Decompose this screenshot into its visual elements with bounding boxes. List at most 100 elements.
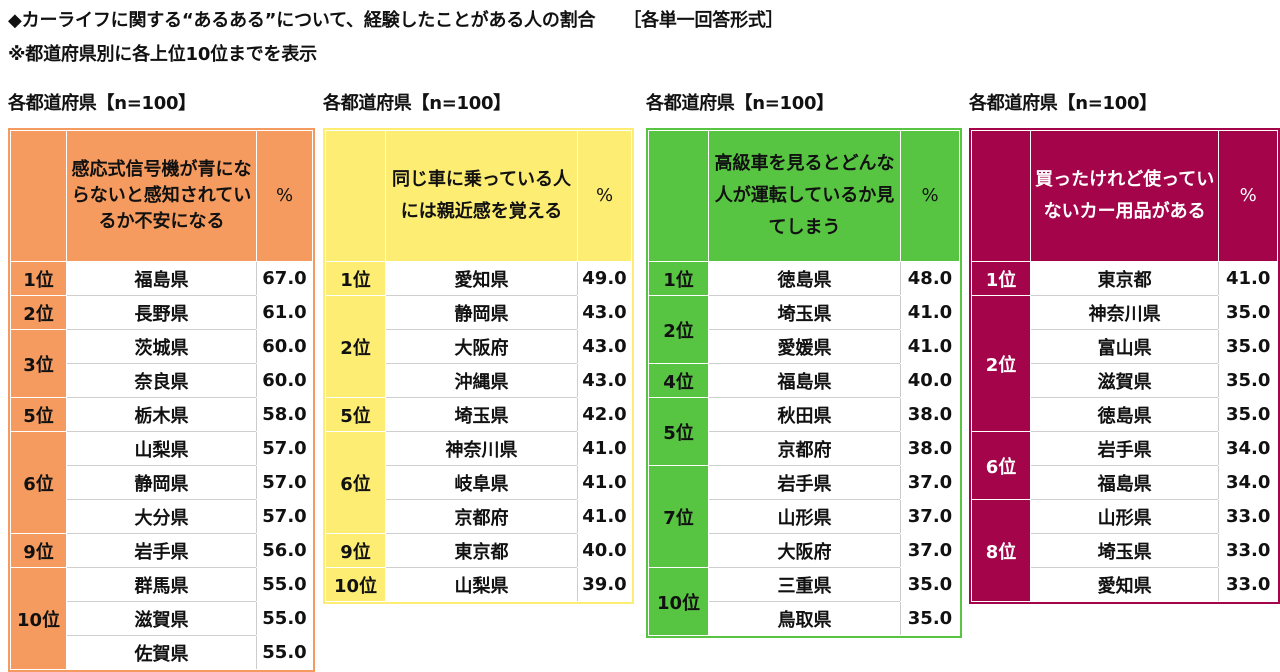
table-row: 6位 山梨県 57.0	[10, 431, 313, 534]
percentage-value: 43.0	[577, 329, 632, 364]
table-row: 岐阜県 41.0	[326, 465, 632, 500]
prefecture-name: 山梨県	[385, 567, 578, 602]
rank-label: 1位	[325, 261, 386, 296]
unit-header: %	[256, 130, 313, 262]
rank-label: 7位	[648, 465, 709, 568]
prefecture-name: 福島県	[708, 363, 901, 398]
rank-label: 9位	[325, 533, 386, 568]
table-row: 6位 岩手県 34.0	[970, 431, 1278, 500]
rank-label: 5位	[325, 397, 386, 432]
table-row: 佐賀県 55.0	[11, 635, 313, 670]
table-row: 1位 愛知県 49.0	[325, 261, 632, 296]
prefecture-name: 秋田県	[708, 397, 901, 432]
table-row: 1位 徳島県 48.0	[648, 261, 960, 296]
prefecture-name: 山梨県	[66, 431, 257, 466]
rank-label: 1位	[970, 261, 1032, 296]
prefecture-name: 愛知県	[1030, 567, 1219, 602]
rank-label: 4位	[648, 363, 709, 398]
percentage-value: 37.0	[900, 533, 960, 568]
table-row: 富山県 35.0	[972, 329, 1278, 364]
prefecture-name: 京都府	[708, 431, 901, 466]
table-row: 10位 群馬県 55.0	[10, 567, 313, 670]
table-row: 大阪府 37.0	[649, 533, 960, 568]
unit-header: %	[900, 130, 960, 262]
table-row: 2位 長野県 61.0	[10, 295, 313, 330]
prefecture-name: 岩手県	[708, 465, 901, 500]
ranking-panel-4: 各都道府県【n=100】 買ったけれど使っていないカー用品がある% 1位 東京都 41.…	[969, 94, 1280, 604]
table-row: 埼玉県 33.0	[972, 533, 1278, 568]
percentage-value: 61.0	[256, 295, 313, 330]
table-row: 福島県 34.0	[972, 465, 1278, 500]
rank-label: 5位	[10, 397, 67, 432]
prefecture-name: 佐賀県	[66, 635, 257, 670]
ranking-panel-2: 各都道府県【n=100】 同じ車に乗っている人には親近感を覚える% 1位 愛知県 49.…	[323, 94, 634, 604]
table-row: 滋賀県 35.0	[972, 363, 1278, 398]
prefecture-name: 茨城県	[66, 329, 257, 364]
table-row: 奈良県 60.0	[11, 363, 313, 398]
question-header: 高級車を見るとどんな人が運転しているか見てしまう	[708, 130, 901, 262]
prefecture-name: 埼玉県	[708, 295, 901, 330]
ranking-table: 高級車を見るとどんな人が運転しているか見てしまう% 1位 徳島県 48.0 2位 埼玉県 4…	[648, 130, 960, 636]
percentage-value: 35.0	[1218, 397, 1278, 432]
rank-label: 10位	[10, 567, 67, 670]
rank-label: 9位	[10, 533, 67, 568]
percentage-value: 55.0	[256, 635, 313, 670]
rank-label: 2位	[10, 295, 67, 330]
table-row: 5位 秋田県 38.0	[648, 397, 960, 466]
prefecture-name: 愛知県	[385, 261, 578, 296]
table-row: 徳島県 35.0	[972, 397, 1278, 432]
header-row: 同じ車に乗っている人には親近感を覚える%	[325, 130, 632, 262]
header-row: 高級車を見るとどんな人が運転しているか見てしまう%	[648, 130, 960, 262]
percentage-value: 42.0	[577, 397, 632, 432]
percentage-value: 49.0	[577, 261, 632, 296]
percentage-value: 58.0	[256, 397, 313, 432]
table-row: 京都府 38.0	[649, 431, 960, 466]
percentage-value: 41.0	[577, 465, 632, 500]
table-row: 大分県 57.0	[11, 499, 313, 534]
percentage-value: 41.0	[577, 431, 632, 466]
percentage-value: 35.0	[1218, 363, 1278, 398]
percentage-value: 55.0	[256, 601, 313, 636]
table-row: 5位 栃木県 58.0	[10, 397, 313, 432]
table-row: 愛媛県 41.0	[649, 329, 960, 364]
prefecture-name: 奈良県	[66, 363, 257, 398]
percentage-value: 33.0	[1218, 533, 1278, 568]
table-row: 山形県 37.0	[649, 499, 960, 534]
unit-header: %	[577, 130, 632, 262]
table-row: 10位 山梨県 39.0	[325, 567, 632, 602]
question-header: 感応式信号機が青にならないと感知されているか不安になる	[66, 130, 257, 262]
panel-label: 各都道府県【n=100】	[969, 93, 1157, 114]
rank-label: 6位	[970, 431, 1032, 500]
prefecture-name: 富山県	[1030, 329, 1219, 364]
prefecture-name: 栃木県	[66, 397, 257, 432]
rank-label: 8位	[970, 499, 1032, 602]
table-row: 愛知県 33.0	[972, 567, 1278, 602]
table-row: 9位 東京都 40.0	[325, 533, 632, 568]
table-row: 鳥取県 35.0	[649, 601, 960, 636]
rank-label: 2位	[648, 295, 709, 364]
table-row: 2位 埼玉県 41.0	[648, 295, 960, 364]
percentage-value: 35.0	[900, 601, 960, 636]
header-row: 買ったけれど使っていないカー用品がある%	[970, 130, 1278, 262]
prefecture-name: 京都府	[385, 499, 578, 534]
rank-label: 1位	[10, 261, 67, 296]
percentage-value: 43.0	[577, 295, 632, 330]
percentage-value: 43.0	[577, 363, 632, 398]
header-rank-cell	[10, 130, 67, 262]
prefecture-name: 神奈川県	[1030, 295, 1219, 330]
unit-header: %	[1218, 130, 1278, 262]
ranking-table: 感応式信号機が青にならないと感知されているか不安になる% 1位 福島県 67.0 2位長…	[10, 130, 313, 670]
ranking-table: 同じ車に乗っている人には親近感を覚える% 1位 愛知県 49.0 2位 静岡県 43.0 大阪…	[325, 130, 632, 602]
rank-label: 2位	[325, 295, 386, 398]
percentage-value: 37.0	[900, 465, 960, 500]
prefecture-name: 大分県	[66, 499, 257, 534]
chart-subtitle: ※都道府県別に各上位10位までを表示	[8, 44, 317, 65]
prefecture-name: 岐阜県	[385, 465, 578, 500]
prefecture-name: 福島県	[66, 261, 257, 296]
percentage-value: 41.0	[577, 499, 632, 534]
percentage-value: 55.0	[256, 567, 313, 602]
prefecture-name: 神奈川県	[385, 431, 578, 466]
prefecture-name: 静岡県	[385, 295, 578, 330]
percentage-value: 35.0	[1218, 295, 1278, 330]
ranking-table: 買ったけれど使っていないカー用品がある% 1位 東京都 41.0 2位 神奈川県 35.0 富…	[970, 130, 1278, 602]
